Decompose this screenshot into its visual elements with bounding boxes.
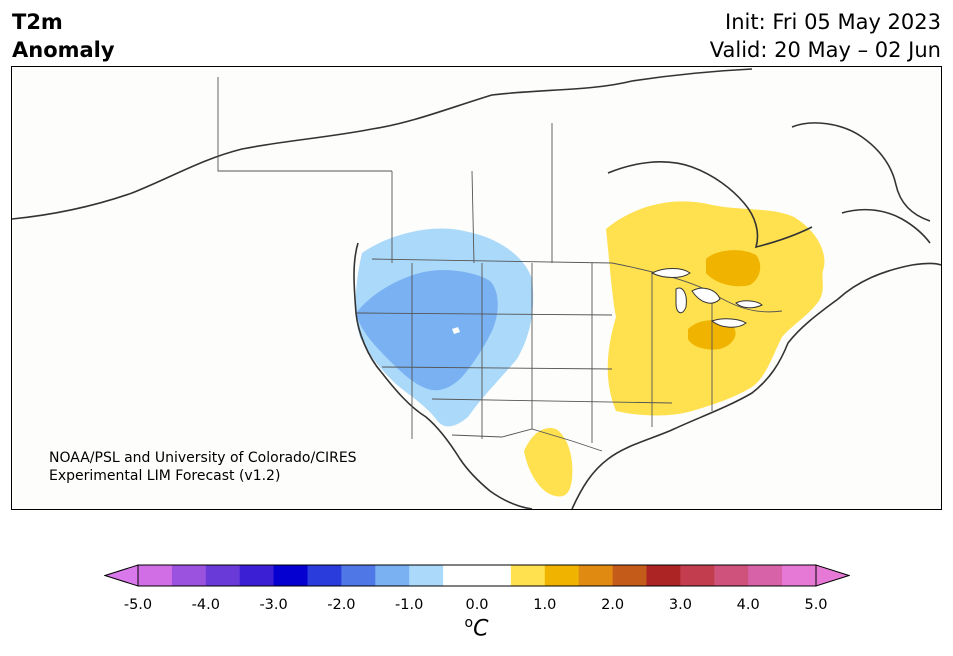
map-canvas [12,68,941,509]
map-title: T2m Anomaly [12,8,115,64]
anomaly-map [11,66,942,510]
colorbar-swatch [714,565,749,586]
anomaly-region-ontario-warm [706,250,761,287]
unit-letter: C [473,616,489,642]
colorbar-tick-label: -5.0 [123,597,153,613]
colorbar-swatch [612,565,647,586]
colorbar-swatch [375,565,410,586]
colorbar-unit: oC [0,615,953,641]
forecast-dates: Init: Fri 05 May 2023 Valid: 20 May – 02… [710,8,941,64]
great-lakes [650,268,763,328]
anomaly-region-east-warm [606,201,825,416]
colorbar-ticks: -5.0 -4.0 -3.0 -2.0 -1.0 0.0 1.0 2.0 3.0 4.0 5.0 [0,597,953,617]
colorbar-swatch [578,565,614,586]
coastlines [12,68,941,509]
colorbar-swatch [409,565,444,586]
colorbar-tick-label: 2.0 [601,597,625,613]
credit-text: NOAA/PSL and University of Colorado/CIRE… [49,449,357,485]
anomaly-hole [452,327,460,334]
colorbar [104,564,850,587]
variable-label: T2m [12,10,63,34]
colorbar-swatch [138,565,173,586]
valid-range: Valid: 20 May – 02 Jun [709,38,941,62]
colorbar-swatch [646,565,681,586]
colorbar-tick-label: 5.0 [804,597,828,613]
colorbar-swatch [748,565,783,586]
colorbar-under-arrow [104,564,139,587]
colorbar-tick-label: 3.0 [668,597,692,613]
quantity-label: Anomaly [12,38,115,62]
colorbar-swatch [239,565,275,586]
colorbar-tick-label: -4.0 [191,597,220,613]
credit-line-1: NOAA/PSL and University of Colorado/CIRE… [49,450,357,466]
colorbar-swatch [680,565,715,586]
degree-symbol: o [464,615,474,631]
colorbar-tick-label: 1.0 [533,597,557,613]
colorbar-tick-label: -2.0 [327,597,356,613]
political-borders [217,77,783,452]
colorbar-swatch [510,565,546,586]
colorbar-swatch [205,565,241,586]
colorbar-swatch [443,565,512,586]
colorbar-tick-label: 0.0 [465,597,489,613]
init-date: Init: Fri 05 May 2023 [725,10,941,34]
colorbar-tick-label: -1.0 [395,597,424,613]
colorbar-swatch [273,565,308,586]
anomaly-region-great-basin-cool [356,270,498,391]
colorbar-swatch [171,565,207,586]
colorbar-swatch [341,565,376,586]
colorbar-swatch [544,565,580,586]
colorbar-tick-label: 4.0 [736,597,760,613]
colorbar-swatch [307,565,342,586]
colorbar-swatch [782,565,817,586]
colorbar-tick-label: -3.0 [259,597,288,613]
credit-line-2: Experimental LIM Forecast (v1.2) [49,468,281,484]
anomaly-region-mexico-warm [524,427,573,497]
colorbar-frame [137,564,817,587]
colorbar-over-arrow [815,564,850,587]
